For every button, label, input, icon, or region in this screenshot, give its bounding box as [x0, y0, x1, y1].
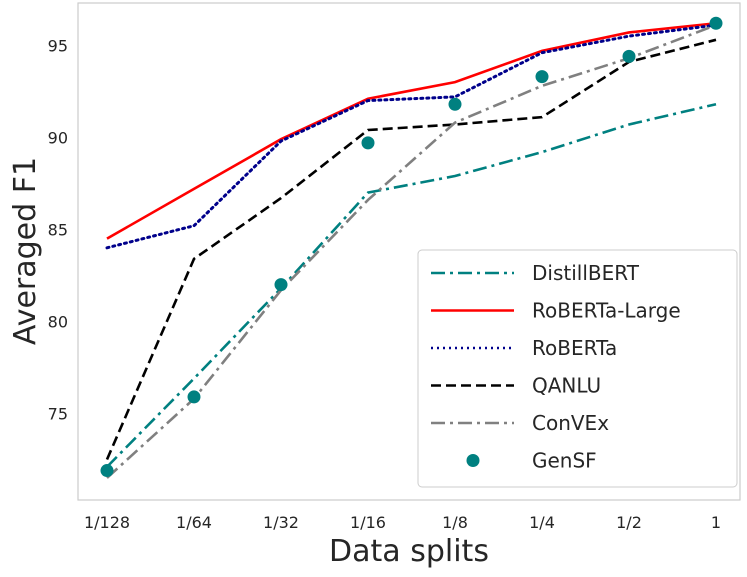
x-tick-label: 1/4 [529, 513, 555, 532]
data-point [274, 278, 288, 292]
legend: DistillBERT RoBERTa-Large RoBERTa QANLU ConV… [417, 249, 738, 488]
x-tick-label: 1/32 [263, 513, 299, 532]
data-point [535, 70, 549, 84]
legend-label: RoBERTa [532, 336, 617, 360]
legend-label: ConVEx [532, 411, 609, 435]
x-axis-label: Data splits [329, 534, 489, 569]
series-line [105, 38, 717, 461]
legend-label: RoBERTa-Large [532, 299, 681, 323]
series-qanlu [105, 38, 717, 461]
legend-marker [466, 454, 480, 467]
y-tick-label: 85 [48, 220, 68, 239]
series-roberta [105, 23, 718, 250]
x-tick-label: 1/16 [350, 513, 386, 532]
x-tick-label: 1/128 [84, 513, 130, 532]
data-point [361, 136, 375, 150]
data-point [709, 16, 723, 30]
series-roberta-large [106, 21, 717, 240]
series-convex [106, 23, 717, 479]
legend-label: QANLU [532, 374, 601, 398]
legend-label: GenSF [532, 449, 597, 473]
y-tick-label: 75 [48, 404, 68, 423]
data-point [448, 97, 462, 111]
series-line [106, 21, 717, 240]
data-point [100, 464, 114, 478]
y-tick-label: 90 [48, 128, 68, 147]
series-line [106, 23, 717, 479]
data-point [622, 49, 636, 63]
series-gensf [100, 16, 723, 478]
series-line [106, 102, 717, 468]
y-tick-label: 95 [48, 36, 68, 55]
y-tick-label: 80 [48, 312, 68, 331]
legend-label: DistillBERT [532, 261, 640, 285]
x-tick-label: 1/64 [176, 513, 212, 532]
x-tick-label: 1 [711, 513, 721, 532]
data-point [187, 390, 201, 404]
x-tick-label: 1/8 [442, 513, 468, 532]
series-distillbert [106, 102, 717, 468]
x-tick-label: 1/2 [616, 513, 642, 532]
series-line [105, 23, 718, 250]
y-axis-label: Averaged F1 [8, 157, 43, 345]
